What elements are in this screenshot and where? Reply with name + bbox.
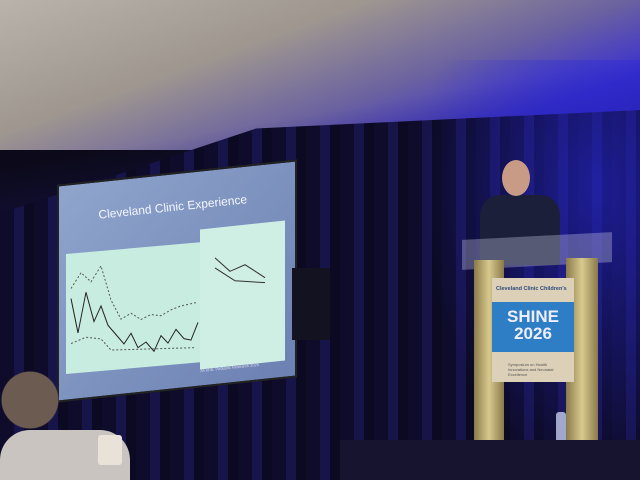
stage-platform (340, 440, 640, 480)
line-chart-graphic (70, 264, 199, 353)
small-chart-line-1 (214, 257, 266, 279)
water-bottle (556, 412, 566, 446)
slide-line-chart (66, 242, 203, 374)
event-name: SHINE (507, 307, 559, 326)
small-chart-line-2 (214, 267, 266, 284)
audience-member-head (0, 370, 70, 480)
lower-control-line (70, 336, 197, 351)
upper-control-line (70, 264, 197, 321)
presenter-body (480, 195, 560, 265)
small-chart-graphic (214, 257, 266, 284)
coffee-cup (98, 435, 122, 465)
event-year: 2026 (514, 324, 552, 343)
presenter-head (502, 160, 530, 196)
banner-logo: Cleveland Clinic Children's (496, 286, 567, 292)
banner-event-box: SHINE 2026 (492, 302, 574, 352)
slide-small-chart (200, 220, 285, 370)
data-series-line (70, 292, 199, 353)
banner-subtitle: Symposium on Health Innovations and Neon… (508, 362, 554, 377)
loudspeaker (292, 268, 330, 340)
blue-stage-light (420, 60, 640, 480)
